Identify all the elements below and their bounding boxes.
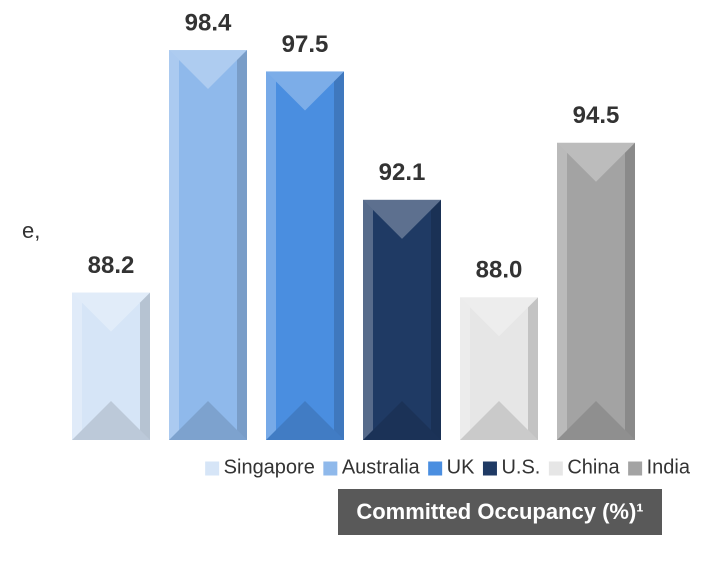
legend-label: UK (447, 456, 475, 478)
legend-swatch (627, 460, 644, 477)
legend-swatch (204, 460, 221, 477)
chart-title: Committed Occupancy (%)¹ (356, 499, 643, 524)
annotation: e, (22, 218, 40, 243)
legend-swatch (322, 460, 339, 477)
legend-label: Australia (342, 456, 421, 478)
title-box (338, 489, 662, 535)
bar (169, 50, 247, 441)
value-label: 88.0 (476, 257, 523, 284)
value-label: 88.2 (88, 252, 135, 279)
value-label: 97.5 (282, 31, 329, 58)
legend-swatch (427, 460, 444, 477)
bar (460, 297, 538, 440)
bar (557, 142, 635, 440)
legend-label: U.S. (501, 456, 540, 478)
bar (266, 71, 344, 440)
value-label: 94.5 (573, 102, 620, 129)
legend-label: India (647, 456, 691, 478)
bar (363, 199, 441, 440)
value-label: 92.1 (379, 159, 426, 186)
bar (72, 292, 150, 440)
legend-swatch (547, 460, 564, 477)
legend-label: Singapore (224, 456, 315, 478)
value-label: 98.4 (185, 9, 232, 36)
legend-label: China (567, 456, 620, 478)
legend-swatch (481, 460, 498, 477)
